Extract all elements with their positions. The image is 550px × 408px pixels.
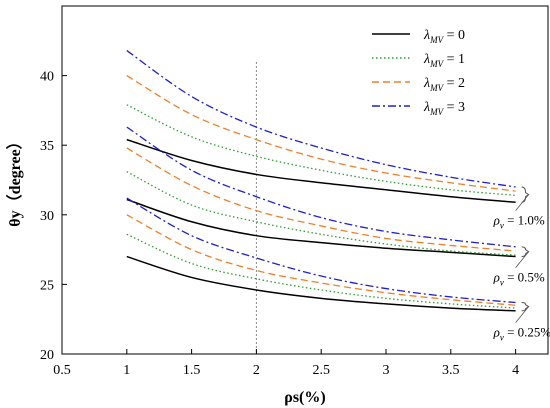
y-axis-title: θy（degree） [6,133,24,226]
series-line-lambda-2-group-0 [126,75,516,192]
legend-label-value: = 0 [443,28,465,43]
legend-label-subscript: MV [429,59,444,69]
x-tick-label: 3.5 [442,363,460,378]
legend-label: λMV = 0 [423,28,465,45]
group-labels: ρv = 1.0%ρv = 0.5%ρv = 0.25% [493,186,550,343]
y-tick-label: 25 [40,278,54,293]
x-axis-title: ρs(%) [284,389,325,406]
series-line-lambda-2-group-2 [126,214,516,306]
legend-label-value: = 3 [443,100,465,115]
group-label: ρv = 1.0% [493,213,545,231]
group-label: ρv = 0.25% [493,325,550,343]
legend-label-value: = 2 [443,76,465,91]
legend-label-subscript: MV [429,83,444,93]
y-tick-label: 40 [40,70,54,85]
x-tick-label: 4 [512,363,519,378]
plot-border [61,5,549,355]
series-line-lambda-3-group-1 [126,126,516,248]
group-label: ρv = 0.5% [493,270,545,288]
series-line-lambda-0-group-1 [126,198,516,258]
legend-label-subscript: MV [429,107,444,117]
series-line-lambda-2-group-1 [126,147,516,252]
plot-frame [61,5,549,355]
group-label-value: = 0.25% [504,325,550,340]
series-group [126,50,516,312]
group-label-subscript: v [500,278,504,288]
legend-label-value: = 1 [443,52,465,67]
legend-label: λMV = 3 [423,100,465,117]
y-tick-label: 35 [40,139,54,154]
series-line-lambda-1-group-1 [126,171,516,256]
series-line-lambda-3-group-2 [126,197,516,304]
group-label-value: = 0.5% [504,270,545,285]
series-line-lambda-1-group-0 [126,104,516,196]
group-label-symbol: ρ [493,213,500,228]
y-tick-label: 20 [40,348,54,363]
x-tick-label: 1 [123,363,130,378]
group-brace [521,186,530,203]
group-label-subscript: v [500,221,504,231]
legend-label-symbol: λ [423,100,430,115]
legend-label-subscript: MV [429,35,444,45]
group-leader-line [515,194,529,211]
y-tick-label: 30 [40,209,54,224]
group-brace [521,301,530,312]
group-label-value: = 1.0% [504,213,545,228]
legend-label-symbol: λ [423,76,430,91]
legend-label-symbol: λ [423,52,430,67]
x-tick-label: 3 [383,363,390,378]
legend-label-symbol: λ [423,28,430,43]
group-brace [521,246,530,258]
group-leader-line [515,251,529,268]
x-tick-label: 2 [253,363,260,378]
group-label-symbol: ρ [493,325,500,340]
group-label-symbol: ρ [493,270,500,285]
x-tick-label: 2.5 [312,363,330,378]
series-line-lambda-0-group-2 [126,255,516,312]
ticks-group: 0.5 1 1.5 2 2.5 3 3.5 4 20 25 30 35 40 [40,70,519,378]
x-tick-label: 1.5 [183,363,201,378]
group-label-subscript: v [500,333,504,343]
group-leader-line [515,306,529,323]
series-line-lambda-3-group-0 [126,50,516,188]
series-line-lambda-0-group-0 [126,138,516,204]
x-tick-label: 0.5 [53,363,71,378]
legend-label: λMV = 2 [423,76,465,93]
legend-label: λMV = 1 [423,52,465,69]
